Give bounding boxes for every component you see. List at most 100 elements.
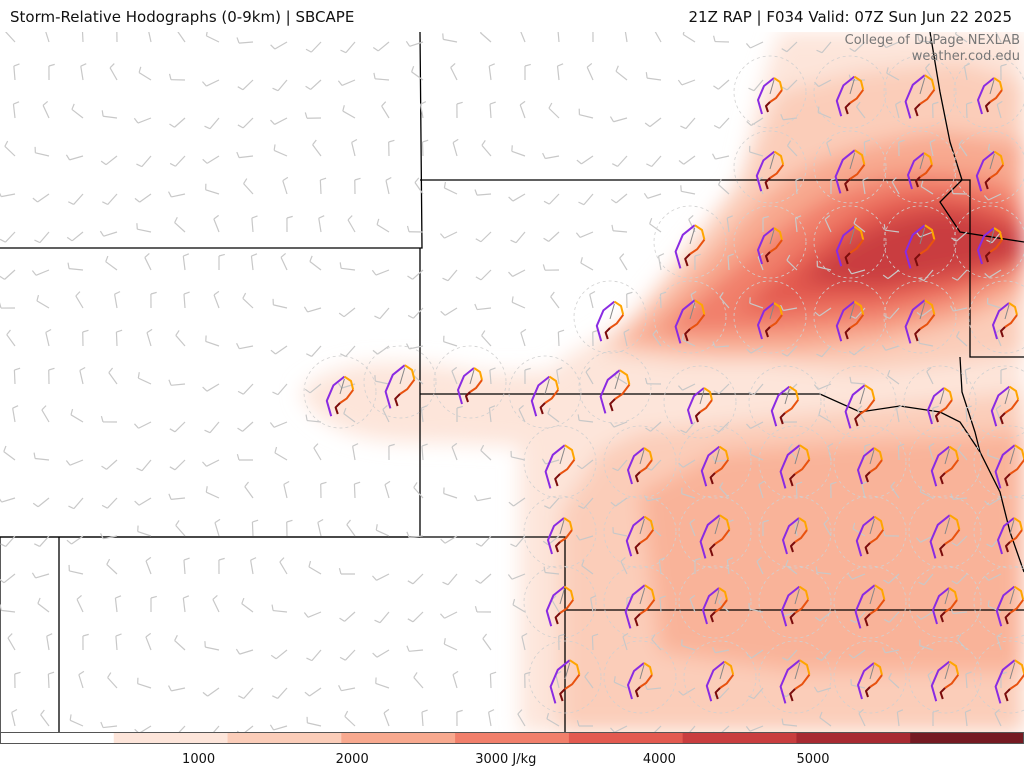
wind-barb (202, 687, 220, 697)
hodograph-segment (473, 367, 483, 381)
wind-barb (13, 63, 20, 81)
wind-barb (270, 117, 288, 126)
wind-barb (895, 405, 903, 423)
hodograph-segment (930, 445, 951, 487)
wind-barb (169, 155, 186, 167)
wind-barb (37, 597, 50, 613)
wind-barb (726, 557, 734, 575)
wind-barb (609, 116, 628, 123)
wind-barb (100, 155, 118, 166)
hodograph-segment (993, 150, 1005, 166)
hodograph (834, 149, 866, 194)
wind-barb (0, 302, 16, 309)
hodograph-segment (869, 459, 883, 473)
wind-barb (205, 335, 220, 347)
wind-barb (375, 677, 390, 689)
wind-barb (813, 383, 832, 390)
storm-motion-vector (869, 449, 875, 465)
wind-barb (856, 101, 866, 119)
wind-barb (543, 231, 560, 242)
wind-barb (886, 67, 900, 81)
wind-barb (479, 32, 492, 43)
colorbar-tick-label: 5000 (796, 752, 830, 767)
range-ring (678, 565, 752, 639)
wind-barb (488, 405, 496, 423)
wind-barb (406, 225, 424, 233)
hodograph-segment (798, 585, 810, 601)
wind-barb (204, 421, 220, 434)
wind-barb (556, 63, 564, 81)
wind-barb (748, 602, 764, 613)
hodograph-segment (384, 364, 406, 409)
hodograph (627, 662, 653, 700)
hodograph-segment (782, 517, 800, 555)
wind-barb (313, 443, 322, 461)
hodograph-segment (694, 299, 706, 315)
wind-barb (619, 253, 628, 271)
wind-barb (897, 443, 905, 461)
wind-barb (864, 443, 871, 461)
storm-motion-vector (609, 303, 615, 320)
hodograph-segment (849, 314, 864, 329)
hodograph (930, 660, 960, 702)
wind-barb (70, 408, 84, 423)
hodograph-segment (609, 314, 624, 329)
wind-barb (372, 345, 390, 355)
hodograph-segment (989, 239, 1003, 253)
hodograph-segment (544, 389, 559, 404)
wind-barb (202, 155, 220, 164)
hodograph (907, 152, 933, 190)
hodograph-segment (999, 412, 1006, 425)
hodograph (687, 387, 713, 425)
wind-barb (0, 535, 16, 548)
wind-barb (250, 253, 258, 271)
hodograph (995, 585, 1024, 627)
colorbar-segment (910, 732, 1024, 744)
wind-barb (488, 63, 495, 81)
wind-barb (451, 366, 458, 385)
wind-barb (372, 649, 390, 658)
range-ring (748, 365, 822, 439)
wind-barb (795, 177, 802, 195)
wind-barb (508, 497, 526, 507)
wind-barb (168, 73, 186, 81)
storm-motion-vector (989, 229, 995, 245)
wind-barb (678, 687, 696, 696)
wind-barb (645, 72, 662, 81)
hodograph-segment (755, 150, 776, 192)
wind-barb (100, 721, 118, 729)
hodograph-segment (849, 239, 864, 254)
wind-barb (47, 671, 55, 689)
range-ring (968, 280, 1024, 354)
hodograph-segment (1004, 399, 1019, 414)
wind-barb (283, 480, 290, 499)
range-ring (833, 425, 907, 499)
hodograph-segment (855, 515, 876, 557)
wind-barb (781, 345, 798, 357)
wind-barb (987, 449, 1002, 461)
wind-barb (306, 345, 322, 357)
wind-barb (242, 292, 254, 309)
wind-barb (488, 709, 495, 727)
hodograph (854, 584, 886, 629)
sbcape-colorbar (0, 732, 1024, 744)
wind-barb (816, 649, 832, 661)
wind-barb (101, 497, 118, 509)
hodograph (994, 659, 1024, 704)
wind-barb (32, 193, 50, 203)
wind-barb (213, 214, 220, 233)
wind-barb (243, 178, 254, 195)
wind-barb (343, 407, 356, 423)
hodograph (904, 299, 936, 344)
wind-barb (213, 725, 220, 732)
hodograph (595, 300, 625, 342)
hodograph-segment (634, 542, 641, 555)
hodograph-segment (924, 74, 936, 90)
wind-barb (48, 63, 55, 81)
wind-barb (475, 231, 492, 243)
wind-barb (987, 600, 1002, 613)
storm-motion-vector (639, 449, 645, 465)
hodograph-segment (975, 150, 996, 192)
hodograph-segment (757, 77, 775, 115)
storm-motion-vector (989, 153, 995, 170)
